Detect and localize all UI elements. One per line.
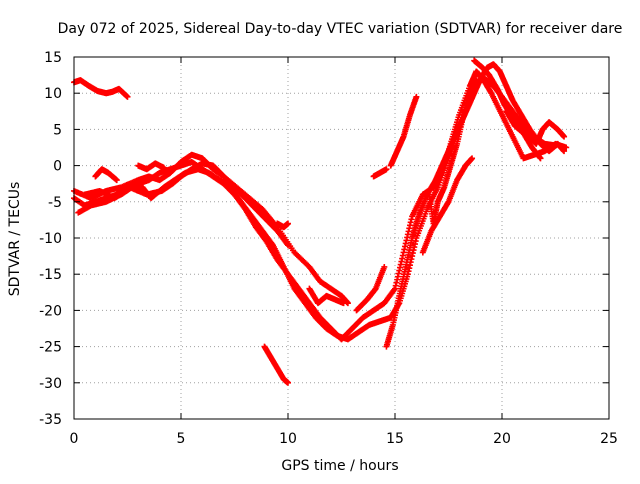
y-tick-label: -20 (39, 303, 62, 319)
series-track-12 (387, 93, 420, 169)
series-track-5 (81, 160, 291, 249)
axes: 0 5 10 15 20 25 -35 -30 -25 -20 -15 -10 -5 0 5 10 15 (39, 50, 618, 447)
data-point (537, 155, 544, 162)
data-point (160, 164, 167, 171)
series-track-8 (261, 343, 291, 386)
y-tick-label: 10 (44, 86, 62, 102)
data-point (285, 220, 291, 227)
x-tick-label: 25 (600, 431, 618, 447)
x-tick-label: 15 (386, 431, 404, 447)
y-tick-label: -25 (39, 340, 62, 356)
data-point (469, 155, 476, 162)
grid (74, 57, 609, 419)
data-point (561, 148, 568, 155)
x-tick-label: 20 (493, 431, 511, 447)
series-track-10 (306, 285, 347, 307)
x-tick-label: 0 (70, 431, 79, 447)
y-tick-label: 15 (44, 50, 62, 66)
data-point (561, 133, 568, 140)
y-tick-label: -15 (39, 267, 62, 283)
y-axis-label: SDTVAR / TECUs (7, 182, 23, 297)
series-track-18 (503, 108, 544, 162)
data-point (285, 242, 291, 249)
y-tick-label: 0 (53, 159, 62, 175)
x-tick-label: 5 (177, 431, 186, 447)
y-tick-label: -10 (39, 231, 62, 247)
series-track-13 (353, 263, 388, 314)
y-tick-label: 5 (53, 122, 62, 138)
data-point (381, 263, 388, 270)
series-track-16 (419, 155, 476, 256)
data-point (383, 166, 390, 173)
x-axis-label: GPS time / hours (281, 458, 398, 474)
series-track-11 (370, 166, 390, 180)
y-tick-label: -30 (39, 376, 62, 392)
series-track-17 (471, 57, 568, 147)
data-point (413, 93, 420, 100)
series-track-1 (71, 77, 131, 100)
data-point (285, 379, 291, 386)
data-point (473, 68, 480, 75)
x-tick-label: 10 (279, 431, 297, 447)
chart-title: Day 072 of 2025, Sidereal Day-to-day VTE… (58, 21, 623, 37)
data-layer (71, 57, 570, 386)
data-point (340, 300, 347, 307)
series-track-9 (274, 220, 291, 231)
series-track-6 (92, 166, 120, 184)
data-point (113, 177, 120, 184)
y-tick-label: -35 (39, 412, 62, 428)
y-tick-label: -5 (48, 195, 62, 211)
series-track-7 (135, 160, 167, 173)
data-point (124, 93, 131, 100)
